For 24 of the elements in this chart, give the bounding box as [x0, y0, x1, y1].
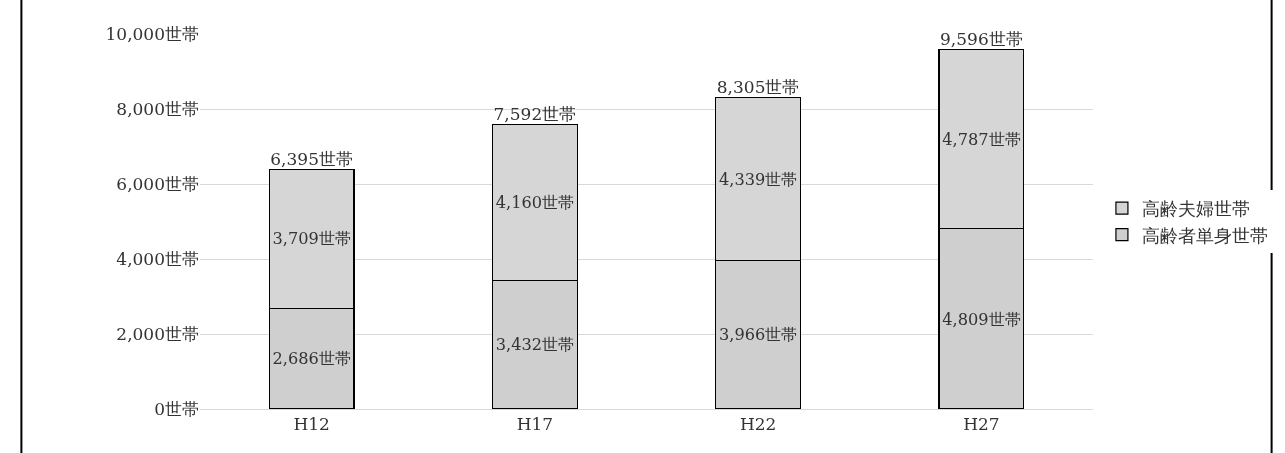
total-label: 8,305世帯 — [716, 77, 800, 98]
x-tick-label: H17 — [516, 414, 554, 435]
total-label: 9,596世帯 — [940, 28, 1023, 49]
y-tick-label: 2,000世帯 — [116, 323, 199, 344]
y-tick-label: 8,000世帯 — [116, 98, 199, 119]
y-tick-label: 0世帯 — [154, 398, 199, 419]
total-label: 7,592世帯 — [493, 104, 577, 125]
data-label: 3,709世帯 — [272, 229, 351, 249]
total-label: 6,395世帯 — [270, 148, 353, 169]
data-label: 2,686世帯 — [272, 349, 351, 369]
data-label: 3,966世帯 — [718, 325, 798, 345]
y-tick-label: 4,000世帯 — [116, 248, 199, 269]
data-label: 4,160世帯 — [495, 193, 575, 213]
data-label: 4,787世帯 — [942, 129, 1021, 149]
x-tick-label: H27 — [963, 414, 1000, 435]
data-label: 4,339世帯 — [718, 169, 798, 189]
y-tick-label: 6,000世帯 — [116, 173, 199, 194]
data-label: 3,432世帯 — [495, 335, 575, 355]
data-label: 4,809世帯 — [942, 309, 1021, 329]
legend-label: 高齢夫婦世帯 — [1141, 198, 1250, 220]
x-tick-label: H12 — [293, 414, 330, 435]
legend-label: 高齢者単身世帯 — [1141, 224, 1268, 246]
x-tick-label: H22 — [739, 414, 777, 435]
y-tick-label: 10,000世帯 — [105, 23, 199, 44]
